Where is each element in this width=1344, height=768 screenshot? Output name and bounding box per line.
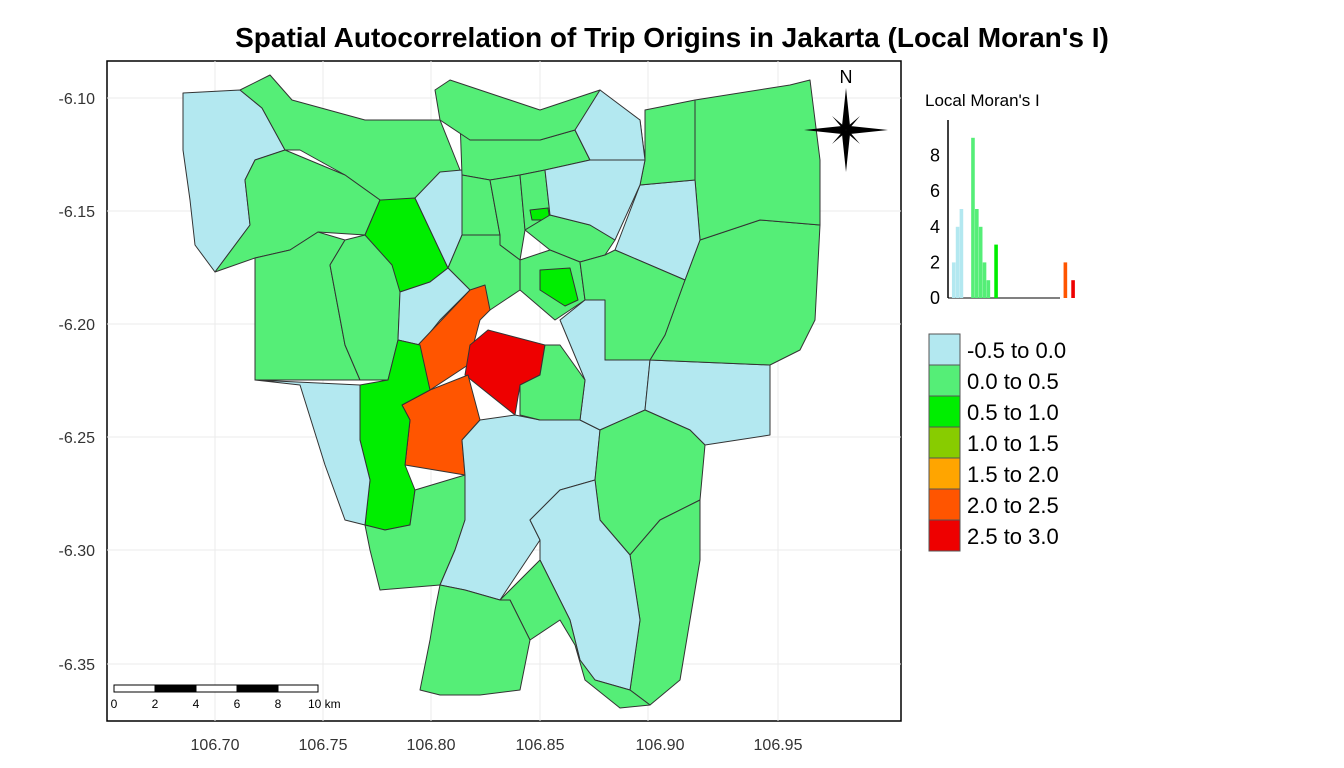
scale-label: 6: [234, 697, 241, 711]
y-tick-label: -6.35: [59, 657, 96, 674]
histogram-bar: [951, 262, 956, 298]
legend-label: 2.5 to 3.0: [967, 524, 1059, 549]
x-tick-label: 106.95: [754, 737, 803, 754]
legend-item: 2.5 to 3.0: [928, 519, 1059, 552]
y-axis: -6.10 -6.15 -6.20 -6.25 -6.30 -6.35: [59, 91, 96, 674]
legend-label: 2.0 to 2.5: [967, 493, 1059, 518]
legend: -0.5 to 0.0 0.0 to 0.5 0.5 to 1.0 1.0 to 1.…: [928, 333, 1066, 552]
histogram-y-tick-label: 6: [930, 181, 940, 201]
scale-label: 8: [275, 697, 282, 711]
histogram-y-tick-label: 2: [930, 252, 940, 272]
histogram-bar: [986, 280, 991, 298]
histogram-bar: [959, 209, 964, 298]
legend-swatch: [928, 488, 961, 521]
legend-label: 0.5 to 1.0: [967, 400, 1059, 425]
north-arrow-icon: N: [804, 67, 888, 172]
legend-swatch: [928, 364, 961, 397]
y-tick-label: -6.10: [59, 91, 96, 108]
district-polygon[interactable]: [544, 159, 646, 241]
x-tick-label: 106.85: [516, 737, 565, 754]
histogram-y-tick-label: 0: [930, 288, 940, 308]
histogram-bar: [955, 226, 960, 298]
district-polygon[interactable]: [539, 267, 579, 307]
legend-label: 0.0 to 0.5: [967, 369, 1059, 394]
histogram-bar: [982, 262, 987, 298]
histogram-y-tick-label: 8: [930, 146, 940, 166]
legend-label: -0.5 to 0.0: [967, 338, 1066, 363]
legend-swatch: [928, 426, 961, 459]
histogram-bar: [971, 137, 975, 298]
legend-label: 1.0 to 1.5: [967, 431, 1059, 456]
north-label: N: [840, 67, 853, 87]
x-tick-label: 106.90: [636, 737, 685, 754]
scale-label: 10 km: [308, 697, 341, 711]
y-tick-label: -6.25: [59, 430, 96, 447]
map-title: Spatial Autocorrelation of Trip Origins …: [235, 22, 1109, 53]
district-polygon[interactable]: [694, 79, 821, 241]
histogram-bar: [975, 209, 979, 298]
district-polygon[interactable]: [639, 99, 696, 186]
x-axis: 106.70 106.75 106.80 106.85 106.90 106.9…: [191, 737, 803, 754]
district-polygon[interactable]: [499, 559, 651, 709]
y-tick-label: -6.30: [59, 543, 96, 560]
district-polygon[interactable]: [419, 584, 531, 696]
legend-item: 0.5 to 1.0: [928, 395, 1059, 428]
x-tick-label: 106.75: [299, 737, 348, 754]
legend-item: 2.0 to 2.5: [928, 488, 1059, 521]
histogram-bar: [1063, 262, 1068, 298]
legend-title: Local Moran's I: [925, 91, 1040, 110]
district-polygon[interactable]: [519, 344, 586, 421]
x-tick-label: 106.70: [191, 737, 240, 754]
legend-swatch: [928, 395, 961, 428]
legend-label: 1.5 to 2.0: [967, 462, 1059, 487]
histogram-bar: [1071, 280, 1075, 298]
histogram-y-tick-label: 4: [930, 217, 940, 237]
legend-item: -0.5 to 0.0: [928, 333, 1066, 366]
scale-bar: 0 2 4 6 8 10 km: [111, 684, 341, 711]
histogram-bar: [994, 244, 998, 298]
legend-swatch: [928, 519, 961, 552]
x-tick-label: 106.80: [407, 737, 456, 754]
scale-label: 0: [111, 697, 118, 711]
legend-swatch: [928, 457, 961, 490]
y-tick-label: -6.15: [59, 204, 96, 221]
legend-item: 1.0 to 1.5: [928, 426, 1059, 459]
district-polygon[interactable]: [579, 249, 686, 361]
histogram-bar: [978, 226, 983, 298]
legend-swatch: [928, 333, 961, 366]
legend-item: 1.5 to 2.0: [928, 457, 1059, 490]
district-polygon[interactable]: [574, 89, 646, 161]
legend-histogram: Local Moran's I 0 2 4 6 8: [925, 91, 1075, 308]
scale-label: 2: [152, 697, 159, 711]
y-tick-label: -6.20: [59, 317, 96, 334]
legend-item: 0.0 to 0.5: [928, 364, 1059, 397]
scale-label: 4: [193, 697, 200, 711]
